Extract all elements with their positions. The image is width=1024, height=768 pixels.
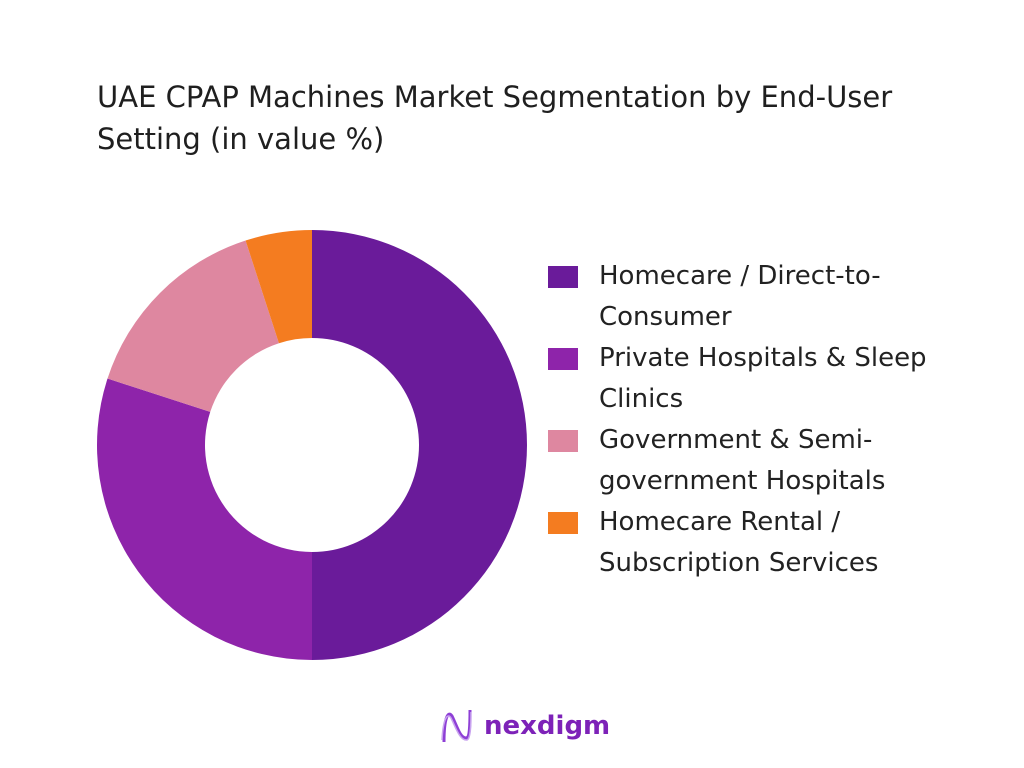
- legend-label: Homecare / Direct-to-Consumer: [599, 261, 881, 332]
- legend-swatch: [548, 266, 578, 288]
- legend-item: Homecare / Direct-to-Consumer: [548, 256, 988, 338]
- legend-swatch: [548, 348, 578, 370]
- legend-item: Homecare Rental / Subscription Services: [548, 502, 988, 584]
- legend-label: Homecare Rental / Subscription Services: [599, 507, 879, 578]
- legend-swatch: [548, 512, 578, 534]
- legend-label: Private Hospitals & Sleep Clinics: [599, 343, 927, 414]
- legend-item: Government & Semi-government Hospitals: [548, 420, 988, 502]
- donut-slice-4: [245, 230, 312, 344]
- legend: Homecare / Direct-to-Consumer Private Hos…: [548, 256, 988, 584]
- brand-name: nexdigm: [484, 711, 611, 741]
- nexdigm-wave-icon: [441, 709, 472, 743]
- nexdigm-logo: nexdigm: [440, 708, 610, 744]
- donut-slice-3: [107, 240, 279, 412]
- legend-item: Private Hospitals & Sleep Clinics: [548, 338, 988, 420]
- donut-slice-1: [312, 230, 527, 660]
- donut-slice-2: [97, 378, 312, 660]
- legend-swatch: [548, 430, 578, 452]
- legend-label: Government & Semi-government Hospitals: [599, 425, 886, 496]
- chart-title: UAE CPAP Machines Market Segmentation by…: [97, 80, 893, 156]
